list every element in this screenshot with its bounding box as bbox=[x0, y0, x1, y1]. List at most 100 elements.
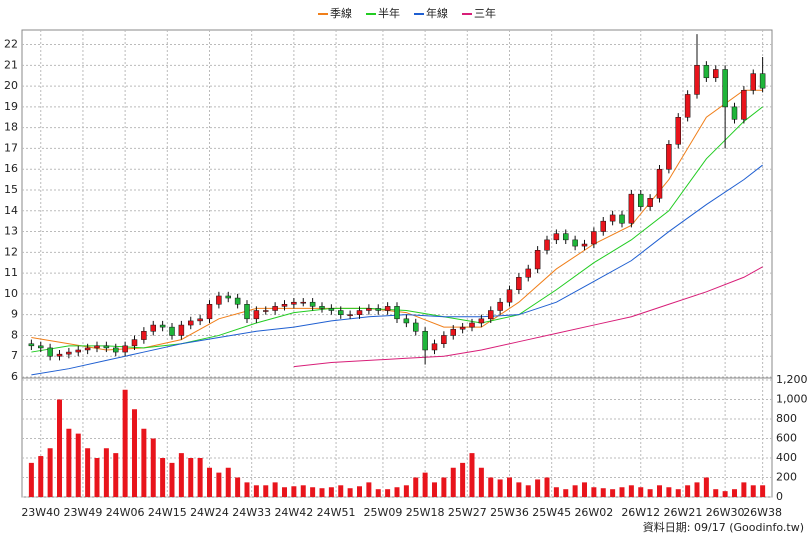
volume-bar bbox=[253, 485, 259, 497]
y-tick-label: 14 bbox=[4, 204, 18, 217]
volume-bar bbox=[544, 477, 550, 497]
y-tick-label: 13 bbox=[4, 225, 18, 238]
candle-body bbox=[656, 168, 663, 199]
candle-body bbox=[750, 73, 756, 91]
volume-bar bbox=[66, 428, 72, 497]
volume-bar bbox=[422, 472, 428, 497]
y-tick-label: 9 bbox=[11, 308, 18, 321]
candle-body bbox=[581, 243, 588, 247]
volume-bar bbox=[413, 477, 419, 497]
candle-body bbox=[684, 94, 691, 118]
volume-bar bbox=[553, 487, 559, 497]
candle-body bbox=[319, 306, 325, 309]
candle-body bbox=[459, 326, 466, 330]
candle-body bbox=[366, 308, 372, 311]
x-tick-label: 26W30 bbox=[706, 506, 745, 519]
volume-bar bbox=[28, 462, 34, 497]
y-tick-label: 19 bbox=[4, 100, 18, 113]
volume-bar bbox=[263, 485, 269, 497]
volume-bar bbox=[85, 448, 91, 497]
x-tick-label: 24W15 bbox=[148, 506, 187, 519]
volume-bar bbox=[394, 487, 400, 497]
x-tick-label: 26W12 bbox=[621, 506, 660, 519]
volume-bar bbox=[207, 467, 212, 497]
candle-body bbox=[713, 69, 719, 79]
y-tick-label: 7 bbox=[11, 349, 18, 362]
y-tick-label: 6 bbox=[11, 370, 18, 383]
volume-bar bbox=[103, 448, 109, 497]
y-tick-label: 17 bbox=[4, 141, 18, 154]
candle-body bbox=[741, 90, 747, 120]
volume-bar bbox=[638, 487, 644, 497]
volume-bar bbox=[610, 489, 616, 497]
candle-body bbox=[234, 297, 241, 305]
y-tick-label: 12 bbox=[4, 245, 18, 258]
candle-body bbox=[563, 233, 569, 241]
y-tick-label: 16 bbox=[4, 162, 18, 175]
volume-bar bbox=[300, 485, 306, 497]
x-tick-label: 26W02 bbox=[574, 506, 613, 519]
candle-body bbox=[534, 250, 541, 270]
volume-bar bbox=[478, 467, 484, 497]
candle-body bbox=[328, 308, 335, 311]
y2-tick-label: 200 bbox=[776, 471, 797, 484]
candle-body bbox=[375, 308, 381, 311]
candle-body bbox=[28, 343, 35, 347]
candle-body bbox=[309, 301, 316, 307]
legend-label: 半年 bbox=[378, 6, 400, 20]
candle-body bbox=[647, 198, 653, 207]
y-tick-label: 20 bbox=[4, 79, 18, 92]
volume-bar bbox=[75, 433, 81, 497]
candle-body bbox=[291, 301, 297, 305]
candle-body bbox=[281, 304, 288, 307]
candle-body bbox=[300, 301, 306, 304]
y2-tick-label: 400 bbox=[776, 451, 797, 464]
candle-body bbox=[666, 144, 672, 170]
candle-body bbox=[244, 304, 250, 320]
volume-bar bbox=[216, 472, 222, 497]
volume-bar bbox=[732, 489, 737, 497]
candle-body bbox=[497, 301, 503, 311]
candle-body bbox=[347, 314, 353, 316]
volume-bar bbox=[675, 489, 681, 497]
volume-bar bbox=[525, 485, 531, 497]
candle-body bbox=[609, 214, 616, 222]
legend-label: 年線 bbox=[426, 6, 448, 20]
candle-body bbox=[188, 320, 194, 326]
volume-bar bbox=[460, 462, 466, 497]
volume-bar bbox=[235, 477, 241, 497]
candle-body bbox=[216, 295, 222, 305]
volume-bar bbox=[666, 487, 672, 497]
volume-bar bbox=[432, 482, 437, 497]
candle-body bbox=[206, 304, 213, 320]
candle-body bbox=[422, 331, 428, 351]
candle-body bbox=[600, 220, 606, 232]
candle-body bbox=[469, 322, 475, 328]
candle-body bbox=[703, 65, 710, 79]
y-tick-label: 8 bbox=[11, 328, 18, 341]
y-tick-label: 11 bbox=[4, 266, 18, 279]
candle-body bbox=[56, 353, 63, 357]
x-tick-label: 23W40 bbox=[21, 506, 60, 519]
volume-bar bbox=[282, 487, 287, 497]
candle-body bbox=[197, 318, 203, 322]
candle-body bbox=[694, 65, 700, 95]
candle-body bbox=[122, 345, 128, 353]
volume-bar bbox=[535, 479, 541, 497]
candle-body bbox=[506, 289, 513, 303]
y-tick-label: 15 bbox=[4, 183, 18, 196]
volume-bar bbox=[178, 453, 184, 497]
volume-bar bbox=[197, 458, 203, 497]
volume-bar bbox=[657, 485, 662, 497]
candle-body bbox=[384, 306, 391, 311]
candle-body bbox=[544, 239, 550, 251]
candle-body bbox=[638, 193, 644, 207]
candle-body bbox=[38, 345, 44, 349]
volume-bar bbox=[347, 488, 353, 497]
candle-body bbox=[516, 277, 522, 290]
y2-tick-label: 600 bbox=[776, 432, 797, 445]
candle-body bbox=[338, 310, 344, 315]
volume-bar bbox=[150, 438, 156, 497]
